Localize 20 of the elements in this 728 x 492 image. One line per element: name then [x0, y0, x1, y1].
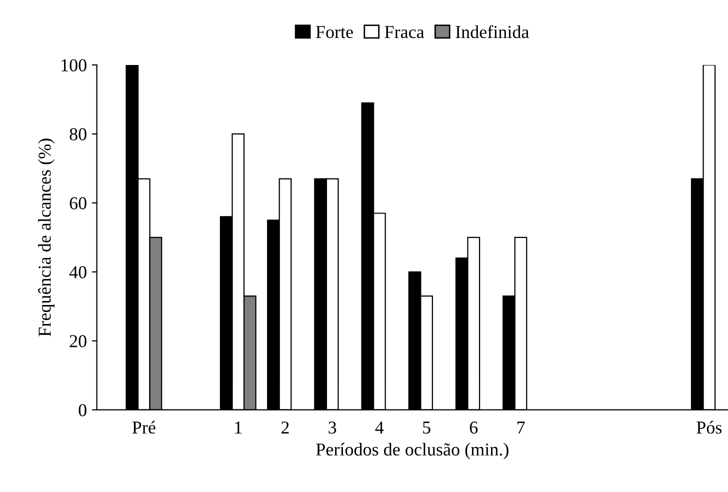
x-tick-label: 3 [328, 422, 336, 434]
legend-label: Forte [316, 26, 353, 38]
x-tick-label: 2 [282, 422, 289, 434]
legend-label: Indefinida [456, 25, 529, 38]
x-tick-label: 1 [235, 422, 242, 434]
x-tick-label: Pré [132, 420, 156, 434]
x-tick-label: 4 [375, 422, 384, 434]
x-tick-label: Pós [696, 420, 722, 434]
x-tick-label: 5 [423, 422, 430, 434]
y-tick-label: 60 [70, 197, 86, 210]
y-tick-label: 40 [69, 266, 86, 278]
x-axis-title: Períodos de oclusão (min.) [316, 442, 508, 460]
y-tick-label: 20 [70, 335, 86, 348]
y-axis-title: Frequência de alcances (%) [38, 138, 54, 336]
legend-label: Fraca [384, 26, 424, 38]
y-tick-label: 100 [62, 59, 86, 72]
y-tick-label: 80 [70, 128, 86, 140]
x-tick-label: 6 [470, 422, 478, 434]
y-tick-label: 0 [78, 404, 86, 416]
x-tick-label: 7 [517, 422, 525, 434]
